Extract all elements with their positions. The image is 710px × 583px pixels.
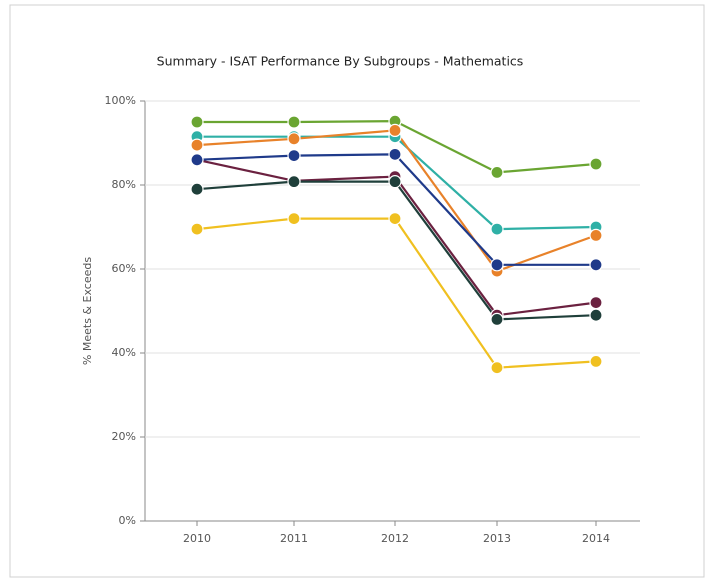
point — [490, 361, 504, 375]
point — [287, 175, 301, 189]
y-tick-label: 40% — [112, 346, 136, 359]
x-tick-label: 2011 — [280, 532, 308, 545]
point — [589, 308, 603, 322]
point — [589, 296, 603, 310]
point — [589, 258, 603, 272]
chart-frame — [9, 4, 705, 578]
y-tick-label: 80% — [112, 178, 136, 191]
x-tick-label: 2010 — [183, 532, 211, 545]
point — [287, 149, 301, 163]
point — [490, 312, 504, 326]
point — [589, 157, 603, 171]
y-tick-label: 100% — [105, 94, 136, 107]
y-axis-label: % Meets & Exceeds — [81, 257, 94, 365]
y-tick-label: 20% — [112, 430, 136, 443]
point — [287, 132, 301, 146]
point — [388, 175, 402, 189]
point — [190, 153, 204, 167]
point — [190, 222, 204, 236]
point — [388, 212, 402, 226]
point — [287, 115, 301, 129]
y-tick-label: 0% — [119, 514, 136, 527]
point — [190, 182, 204, 196]
point — [388, 147, 402, 161]
point — [190, 138, 204, 152]
x-tick-label: 2013 — [483, 532, 511, 545]
point — [589, 228, 603, 242]
point — [190, 115, 204, 129]
point — [490, 165, 504, 179]
chart-title: Summary - ISAT Performance By Subgroups … — [157, 54, 524, 69]
point — [287, 212, 301, 226]
x-tick-label: 2014 — [582, 532, 610, 545]
point — [490, 222, 504, 236]
point — [589, 354, 603, 368]
x-tick-label: 2012 — [381, 532, 409, 545]
point — [490, 258, 504, 272]
point — [388, 123, 402, 137]
y-tick-label: 60% — [112, 262, 136, 275]
